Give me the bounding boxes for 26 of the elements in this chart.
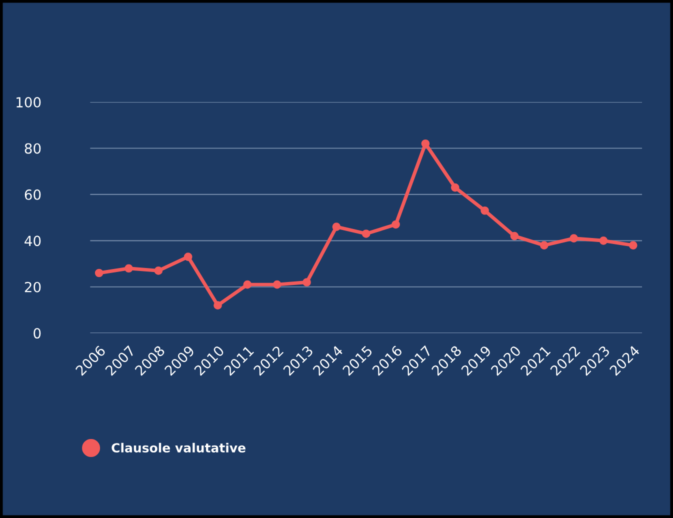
y-tick-label: 60 xyxy=(24,189,41,200)
point xyxy=(421,139,430,148)
point xyxy=(272,280,282,289)
legend-label: Clausole valutative xyxy=(112,442,246,453)
point xyxy=(570,234,578,243)
y-tick-label: 0 xyxy=(34,328,41,339)
point xyxy=(540,241,548,250)
point xyxy=(214,301,222,310)
point xyxy=(392,220,400,229)
y-tick-label: 40 xyxy=(24,236,41,246)
point xyxy=(599,236,608,245)
y-tick-label: 80 xyxy=(24,143,41,154)
point xyxy=(154,266,163,275)
point xyxy=(332,222,341,231)
point xyxy=(450,183,460,192)
point xyxy=(628,241,638,250)
y-tick-label: 20 xyxy=(24,282,41,292)
point xyxy=(243,280,252,289)
point xyxy=(362,230,370,238)
y-tick-label: 100 xyxy=(16,97,41,108)
point xyxy=(480,206,489,215)
point xyxy=(510,232,519,240)
point xyxy=(184,252,192,261)
point xyxy=(124,264,133,273)
point xyxy=(302,278,311,286)
point xyxy=(94,268,104,278)
